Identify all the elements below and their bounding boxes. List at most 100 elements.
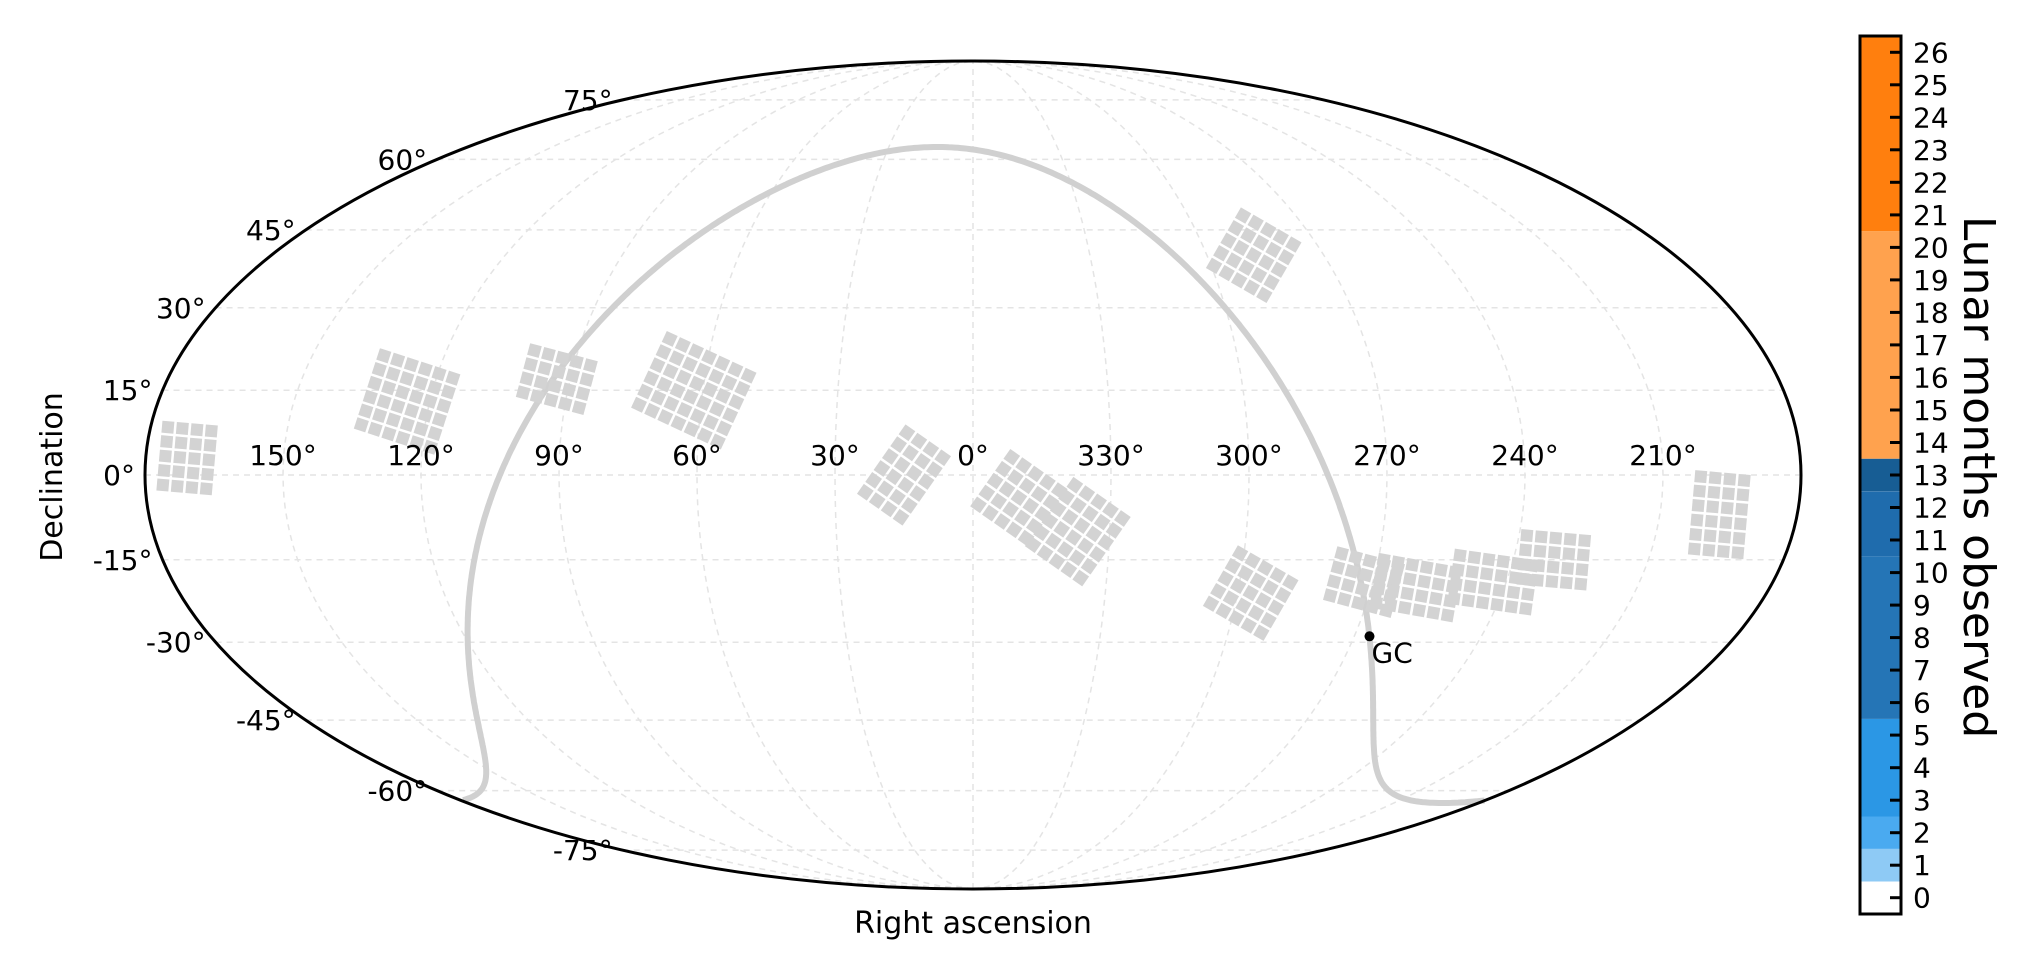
field-tile [865, 471, 882, 489]
field-tile [1240, 227, 1257, 244]
field-tile [1041, 512, 1059, 530]
field-tile [1733, 517, 1747, 531]
field-tile [1090, 493, 1107, 511]
field-tile [367, 421, 383, 437]
dec-tick-label: 60° [378, 143, 428, 176]
field-tile [353, 417, 369, 433]
field-tile [689, 408, 706, 425]
survey-field [156, 420, 218, 496]
field-tile [519, 371, 535, 386]
field-tile [187, 452, 201, 466]
field-tile [1358, 567, 1374, 583]
y-axis-label: Declination [35, 392, 70, 562]
field-tile [1530, 573, 1544, 587]
field-tile [1215, 602, 1232, 620]
field-tile [1340, 578, 1356, 593]
field-tile [1574, 577, 1588, 591]
field-tile [1690, 513, 1704, 527]
field-tile [663, 395, 680, 412]
field-tile [902, 444, 919, 462]
field-tile [1252, 234, 1270, 251]
field-tile [1322, 588, 1338, 603]
field-tile [1506, 585, 1521, 600]
field-tile [1463, 579, 1478, 594]
field-tile [1245, 247, 1262, 264]
field-tile [1706, 500, 1720, 514]
dec-tick-label: 30° [156, 292, 206, 325]
field-tile [1719, 516, 1733, 530]
field-tile [669, 382, 686, 399]
field-tile [970, 496, 987, 514]
field-tile [372, 407, 388, 424]
field-tile [186, 466, 200, 480]
field-tile [1383, 598, 1398, 613]
colorbar-tick-label: 17 [1913, 329, 1949, 362]
field-tile [702, 414, 719, 431]
field-tile [1402, 572, 1417, 587]
field-tile [358, 403, 374, 419]
field-tile [390, 398, 406, 414]
survey-field [856, 424, 952, 526]
field-tile [1417, 574, 1432, 589]
field-tile [1085, 525, 1103, 543]
field-tile [413, 375, 429, 391]
field-tile [1576, 548, 1590, 562]
field-tile [404, 403, 420, 419]
field-tile [408, 389, 424, 405]
field-tile [655, 344, 672, 361]
field-tile [202, 453, 216, 467]
ra-grid-line [558, 60, 974, 890]
field-tile [900, 497, 918, 514]
field-tile [1015, 457, 1033, 474]
field-tile [1202, 595, 1220, 612]
field-tile [1428, 591, 1443, 606]
field-tile [371, 361, 387, 378]
field-tile [1405, 557, 1420, 572]
field-tile [1354, 581, 1370, 597]
field-tile [1033, 524, 1050, 542]
field-tile [418, 407, 434, 423]
field-tile [160, 435, 174, 449]
field-tile [1066, 476, 1084, 494]
field-tile [657, 408, 674, 425]
field-tile [189, 437, 203, 451]
field-tile [1449, 577, 1463, 592]
field-tile [1716, 544, 1730, 558]
field-tile [1391, 555, 1405, 570]
field-tile [1256, 286, 1273, 304]
field-tile [905, 464, 923, 482]
field-tile [1205, 257, 1223, 275]
field-tile [523, 357, 539, 372]
ra-grid-line [972, 60, 1250, 890]
field-tile [709, 433, 726, 450]
field-tile [1253, 624, 1270, 641]
field-tile [1534, 530, 1548, 544]
field-tile [1220, 232, 1237, 249]
field-tile [1267, 599, 1285, 616]
dec-tick-label: -15° [93, 544, 153, 577]
field-tile [1078, 485, 1096, 502]
field-tile [898, 424, 916, 442]
field-tile [917, 473, 935, 490]
field-tile [1231, 545, 1249, 562]
field-tile [1546, 560, 1560, 574]
field-tile [1494, 569, 1508, 583]
field-tile [734, 380, 751, 397]
x-axis-label: Right ascension [854, 906, 1092, 941]
field-tile [569, 354, 584, 370]
field-tile [1330, 560, 1346, 575]
colorbar-label: Lunar months observed [1953, 216, 2004, 738]
field-tile [1434, 562, 1448, 577]
field-tile [1426, 605, 1441, 620]
field-tile [399, 370, 415, 387]
colorbar-band [1860, 36, 1901, 232]
field-tile [1687, 542, 1701, 556]
field-tile [431, 366, 447, 382]
field-tile [1056, 541, 1074, 558]
colorbar-tick-label: 8 [1913, 622, 1931, 655]
field-tile [1257, 559, 1274, 577]
field-tile [897, 476, 915, 494]
field-tile [1467, 550, 1482, 565]
galactic-plane-line [1366, 636, 1485, 806]
field-tile [709, 401, 725, 418]
